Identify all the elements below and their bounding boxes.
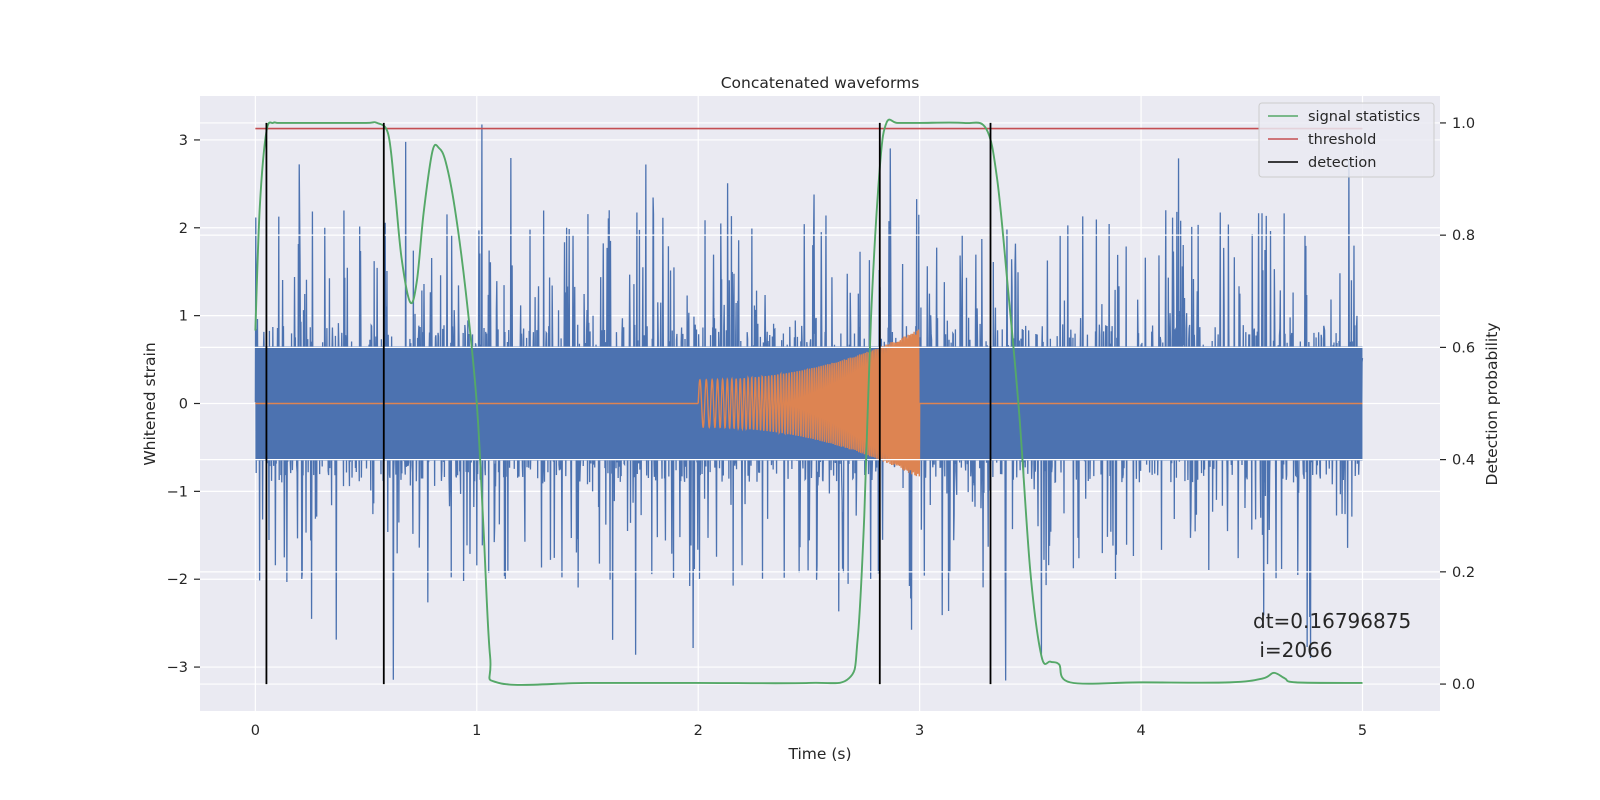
legend-label-detection: detection <box>1308 155 1376 171</box>
y2-tick-label: 0.8 <box>1452 228 1475 244</box>
annotation-dt: dt=0.16796875 <box>1253 609 1411 633</box>
annotation-index: i=2066 <box>1253 638 1333 662</box>
y2-tick-label: 0.6 <box>1452 340 1475 356</box>
y2-tick-label: 0.4 <box>1452 453 1475 469</box>
legend-box <box>1258 102 1435 178</box>
x-axis-label: Time (s) <box>787 745 851 763</box>
y-tick-label: 1 <box>179 309 188 325</box>
y-axis-label: Whitened strain <box>141 342 159 465</box>
y-tick-label: 2 <box>179 221 188 237</box>
x-tick-label: 3 <box>915 723 924 739</box>
y-tick-label: 0 <box>179 397 188 413</box>
legend-label-threshold: threshold <box>1308 132 1376 148</box>
x-tick-label: 0 <box>251 723 260 739</box>
y-tick-label: −3 <box>167 660 188 676</box>
y-tick-label: −2 <box>167 572 188 588</box>
y2-axis-label: Detection probability <box>1483 323 1501 486</box>
right-axis-grid <box>200 122 1440 685</box>
y2-tick-label: 1.0 <box>1452 116 1475 132</box>
y2-tick-label: 0.0 <box>1452 677 1475 693</box>
legend: signal statistics threshold detection <box>1258 102 1435 178</box>
y-tick-label: 3 <box>179 133 188 149</box>
x-tick-label: 5 <box>1358 723 1367 739</box>
x-tick-label: 4 <box>1136 723 1145 739</box>
injection-series <box>255 329 1363 477</box>
axis-ticks: 0 1 2 3 4 5 3 2 1 0 −1 −2 −3 1.0 0.8 0.6 0.4 0.2 0.0 <box>167 116 1475 739</box>
signal-statistics-line <box>254 118 1363 686</box>
plot-area <box>200 118 1440 686</box>
plot-title: Concatenated waveforms <box>721 74 920 92</box>
y2-tick-label: 0.2 <box>1452 565 1475 581</box>
x-tick-label: 1 <box>472 723 481 739</box>
detection-series <box>265 122 992 685</box>
signal-statistics-series <box>254 118 1363 686</box>
injection-line <box>255 329 1363 477</box>
legend-label-signal-statistics: signal statistics <box>1308 109 1420 125</box>
y-tick-label: −1 <box>167 484 188 500</box>
x-tick-label: 2 <box>694 723 703 739</box>
